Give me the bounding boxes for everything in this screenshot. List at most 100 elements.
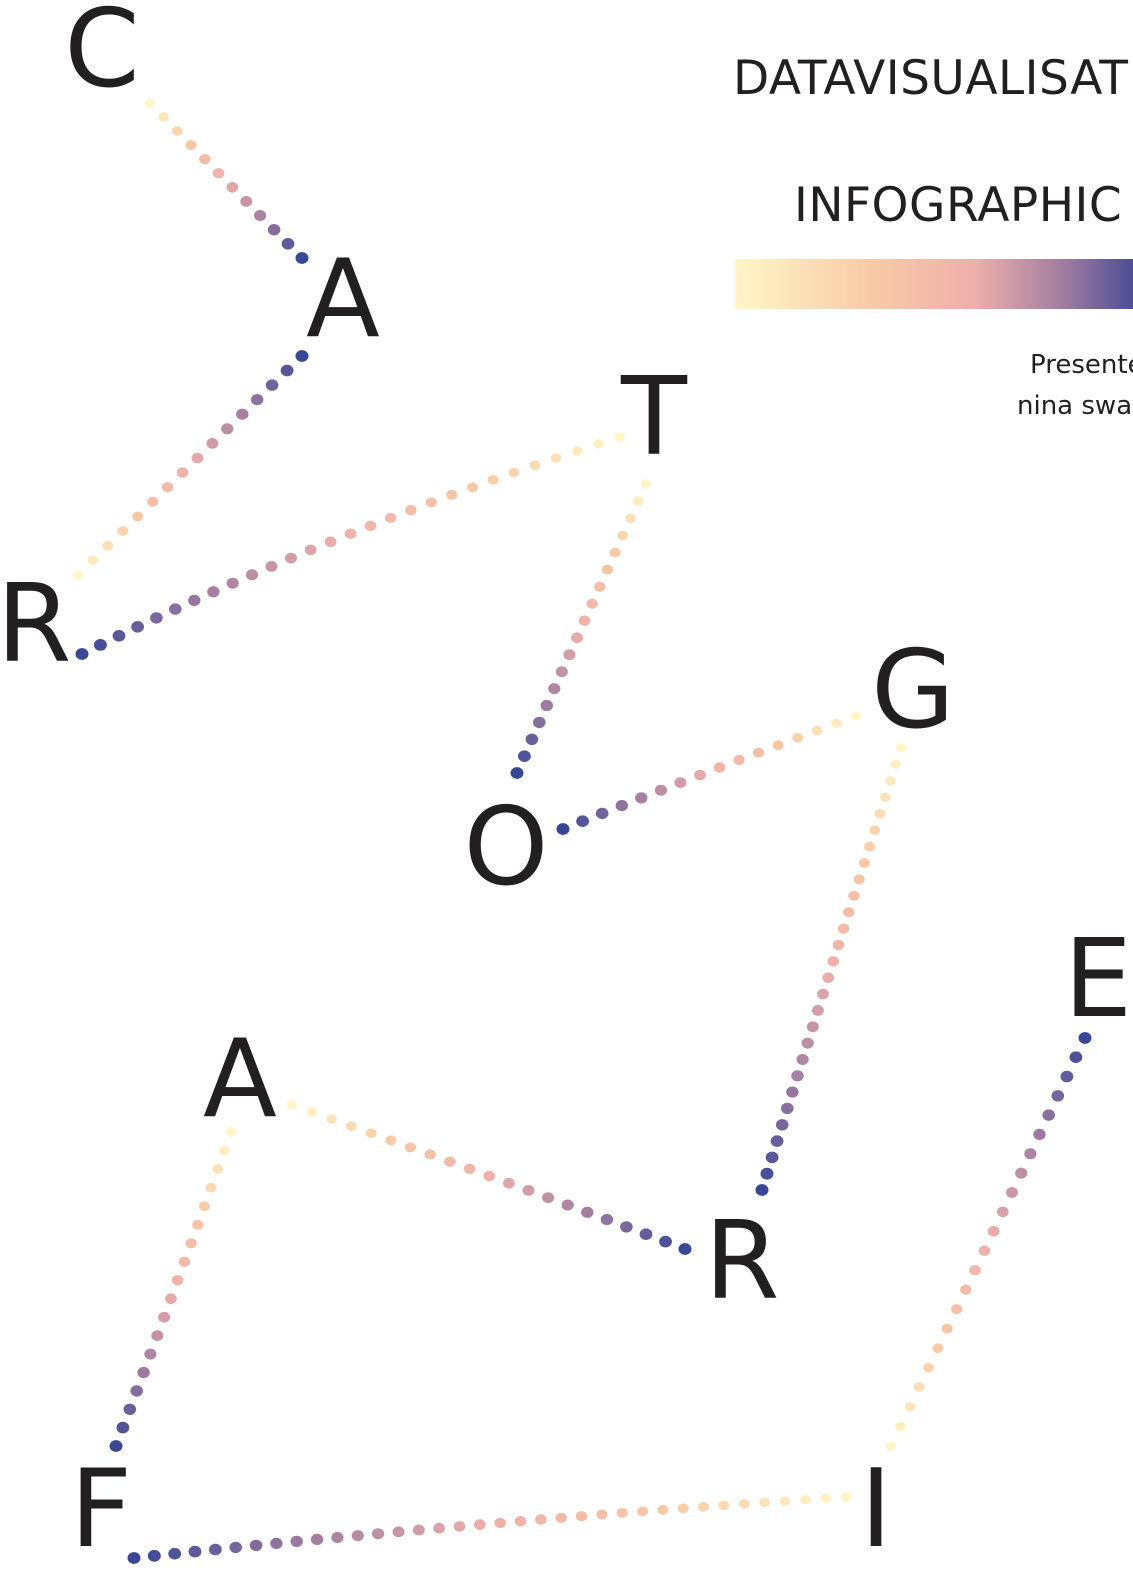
connector-dot bbox=[781, 1102, 794, 1115]
connector-dot bbox=[185, 140, 197, 151]
connector-dot bbox=[913, 1382, 925, 1392]
connector-dot bbox=[614, 432, 626, 442]
letter-c: C bbox=[64, 0, 140, 112]
connector-dot bbox=[822, 972, 835, 983]
connector-dot bbox=[556, 823, 570, 835]
connector-dot bbox=[620, 1221, 633, 1233]
connector-dot bbox=[1078, 1032, 1092, 1044]
connector-dot bbox=[364, 520, 377, 531]
connector-dot bbox=[310, 1533, 324, 1545]
connector-dot bbox=[635, 792, 648, 804]
connector-dot bbox=[75, 648, 89, 660]
connector-dot bbox=[575, 1511, 588, 1522]
connector-dot bbox=[759, 1497, 770, 1508]
title-infographic: INFOGRAPHIC bbox=[794, 178, 1123, 233]
gradient-bar bbox=[735, 259, 1133, 309]
connector-dot bbox=[755, 1184, 769, 1196]
connector-dot bbox=[290, 1535, 303, 1547]
credit-author: nina swa bbox=[1017, 391, 1133, 421]
connector-dot bbox=[281, 238, 295, 250]
connector-dot bbox=[508, 467, 520, 478]
connector-dot bbox=[87, 555, 99, 565]
connector-dot bbox=[923, 1362, 934, 1373]
connector-dot bbox=[987, 1226, 1000, 1237]
connector-dot bbox=[221, 423, 234, 435]
connector-dot bbox=[72, 570, 84, 580]
connector-dot bbox=[811, 1005, 824, 1016]
connector-dot bbox=[760, 1167, 774, 1180]
connector-dot bbox=[978, 1245, 991, 1256]
connector-dot bbox=[869, 825, 881, 835]
connector-dot bbox=[212, 1164, 224, 1174]
connector-dot bbox=[385, 1135, 397, 1146]
connector-dot bbox=[1069, 1051, 1083, 1063]
connector-dot bbox=[212, 168, 225, 179]
connector-dot bbox=[779, 1496, 791, 1506]
connector-dot bbox=[674, 777, 687, 788]
connector-dot bbox=[540, 699, 553, 712]
connector-dot bbox=[467, 482, 478, 493]
connector-dot bbox=[639, 1228, 653, 1240]
connector-dot bbox=[168, 1547, 182, 1560]
connector-dot bbox=[446, 489, 458, 500]
connector-dot bbox=[144, 1348, 157, 1360]
connector-dot bbox=[548, 683, 561, 695]
connector-dot bbox=[885, 1441, 897, 1451]
connector-dot bbox=[365, 1128, 377, 1139]
letter-f: F bbox=[69, 1447, 133, 1572]
connector-dot bbox=[147, 1549, 161, 1562]
connector-dot bbox=[895, 1421, 906, 1432]
connector-dot bbox=[1060, 1070, 1074, 1083]
connector-dot bbox=[698, 1501, 710, 1512]
connector-dot bbox=[563, 649, 576, 661]
connector-dot bbox=[616, 1507, 628, 1518]
letter-a-2: A bbox=[203, 1017, 277, 1142]
connector-dot bbox=[555, 666, 568, 678]
connector-dot bbox=[792, 732, 804, 743]
letter-a-1: A bbox=[306, 237, 380, 362]
connector-dot bbox=[811, 725, 823, 736]
connector-dot bbox=[820, 1493, 831, 1503]
connector-dot bbox=[576, 815, 589, 827]
connector-dot bbox=[127, 1552, 141, 1564]
connector-dot bbox=[285, 552, 297, 564]
connector-dot bbox=[483, 1170, 496, 1182]
connector-dot bbox=[514, 1516, 527, 1527]
connector-dot bbox=[171, 1275, 184, 1286]
connector-dot bbox=[219, 1145, 230, 1156]
connector-dot bbox=[192, 1219, 204, 1230]
connector-dot bbox=[161, 482, 174, 493]
connector-dot bbox=[615, 800, 628, 812]
connector-dot bbox=[295, 252, 309, 264]
connector-dot bbox=[304, 544, 317, 556]
connector-dot bbox=[827, 956, 840, 967]
connector-dot bbox=[109, 1440, 123, 1452]
connector-dot bbox=[718, 1500, 730, 1511]
connector-dot bbox=[786, 1086, 799, 1098]
connector-dot bbox=[254, 210, 267, 221]
connector-dot bbox=[525, 733, 539, 745]
connector-dot bbox=[295, 350, 309, 362]
connector-dot bbox=[659, 1235, 672, 1248]
connector-dot bbox=[733, 754, 745, 766]
connector-dot bbox=[424, 1149, 436, 1160]
connector-dot bbox=[791, 1070, 804, 1082]
connector-dot bbox=[132, 511, 144, 522]
connector-dot bbox=[594, 581, 606, 592]
connector-dot bbox=[637, 1506, 649, 1517]
connector-dot bbox=[344, 528, 357, 539]
connector-dot bbox=[535, 1514, 547, 1525]
connector-dot bbox=[207, 586, 220, 598]
connector-dot bbox=[225, 1127, 237, 1137]
connector-dot bbox=[831, 718, 842, 728]
connector-dot bbox=[473, 1519, 486, 1530]
connector-dot bbox=[249, 1539, 263, 1552]
connector-dot bbox=[306, 1107, 318, 1117]
connector-dot bbox=[165, 1293, 177, 1304]
connector-dot bbox=[632, 496, 644, 506]
connector-dot bbox=[185, 1238, 197, 1249]
connector-dot bbox=[996, 1206, 1009, 1218]
connector-dot bbox=[226, 577, 239, 589]
connector-dot bbox=[850, 711, 862, 721]
